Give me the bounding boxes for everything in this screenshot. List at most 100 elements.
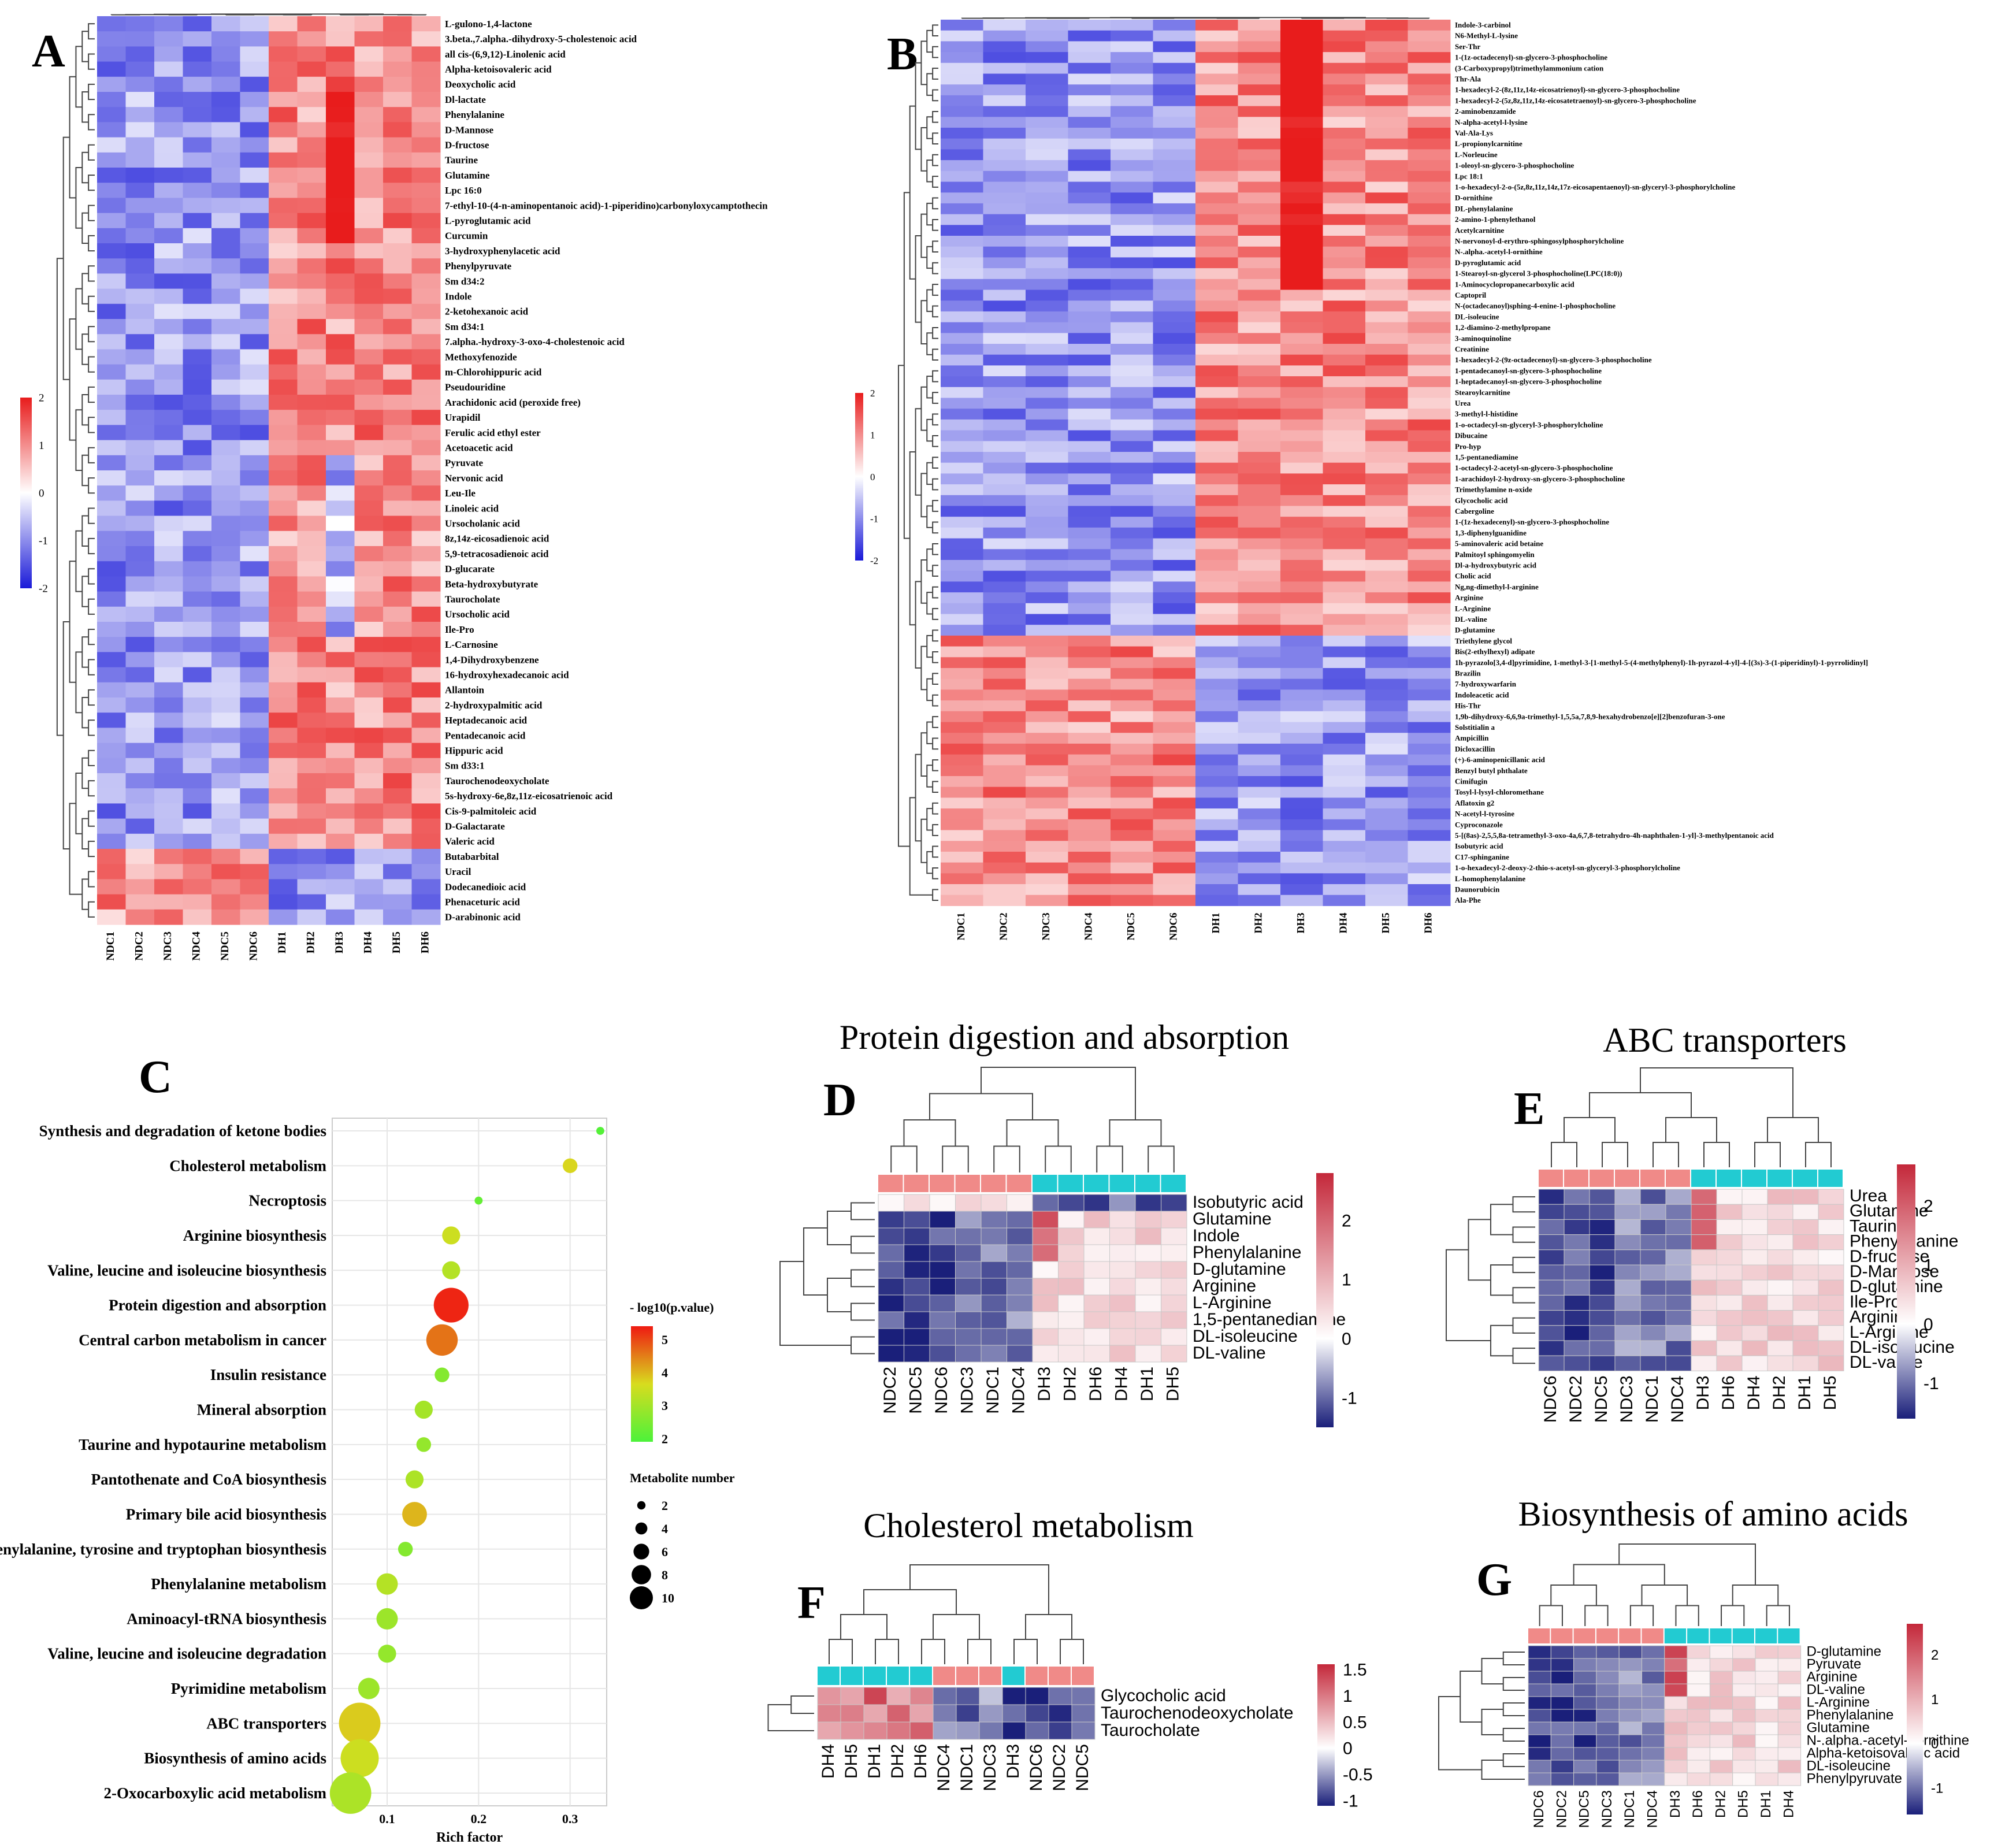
heatmap-cell <box>1111 733 1153 744</box>
column-label: NDC1 <box>1643 1375 1662 1423</box>
heatmap-cell <box>1048 1721 1072 1740</box>
heatmap-cell <box>1280 722 1323 733</box>
column-label: DH3 <box>1295 912 1306 933</box>
heatmap-cell <box>983 300 1026 312</box>
heatmap-cell <box>240 243 269 259</box>
heatmap-cell <box>1111 84 1153 96</box>
heatmap-cell <box>1032 1244 1059 1262</box>
column-label: NDC6 <box>1027 1744 1046 1791</box>
heatmap-cell <box>183 76 212 92</box>
heatmap-cell <box>1640 1219 1666 1235</box>
heatmap-cell <box>1238 603 1281 614</box>
heatmap-cell <box>1408 430 1451 441</box>
heatmap-cell <box>1068 700 1111 712</box>
heatmap-cell <box>154 591 183 607</box>
heatmap-cell <box>411 288 441 305</box>
heatmap-cell <box>354 788 384 804</box>
heatmap-cell <box>1032 1278 1059 1296</box>
heatmap-cell <box>1408 149 1451 161</box>
heatmap-cell <box>183 500 212 517</box>
column-label: DH1 <box>1210 912 1221 933</box>
heatmap-cell <box>840 1721 864 1740</box>
title-panel-e: ABC transporters <box>1603 1021 1847 1059</box>
heatmap-cell <box>297 485 326 501</box>
heatmap-cell <box>1153 311 1196 323</box>
heatmap-cell <box>1280 635 1323 647</box>
heatmap-cell <box>1732 1658 1756 1672</box>
heatmap-cell <box>383 622 412 637</box>
heatmap-cell <box>297 258 326 274</box>
row-dendrogram-branch <box>88 295 95 312</box>
heatmap-cell <box>1408 830 1451 841</box>
heatmap-cell <box>97 379 126 395</box>
row-label: N-acetyl-l-tyrosine <box>1455 810 1514 818</box>
heatmap-cell <box>1792 1249 1819 1266</box>
heatmap-cell <box>1153 225 1196 236</box>
heatmap-cell <box>1111 473 1153 485</box>
heatmap-cell <box>97 500 126 517</box>
heatmap-cell <box>1767 1264 1793 1281</box>
heatmap-cell <box>326 213 355 229</box>
heatmap-cell <box>983 170 1026 182</box>
heatmap-cell <box>1238 73 1281 85</box>
heatmap-cell <box>941 376 983 388</box>
heatmap-cell <box>240 561 269 577</box>
row-label: 5-aminovaleric acid betaine <box>1455 539 1543 548</box>
row-dendrogram-branch <box>920 732 927 777</box>
row-label: Arginine <box>1455 593 1483 602</box>
heatmap-cell <box>1408 841 1451 852</box>
heatmap-cell <box>154 228 183 244</box>
row-label: Phenylalanine <box>1807 1708 1894 1723</box>
row-dendrogram-branch <box>932 586 938 599</box>
heatmap-cell <box>1068 20 1111 31</box>
heatmap-cell <box>125 576 155 592</box>
row-dendrogram-branch <box>1438 1696 1482 1771</box>
heatmap-cell <box>383 606 412 622</box>
heatmap-cell <box>211 667 240 683</box>
heatmap-cell <box>1408 441 1451 452</box>
column-dendrogram-branch <box>890 1145 918 1172</box>
heatmap-cell <box>1238 344 1281 355</box>
heatmap-cell <box>97 879 126 895</box>
heatmap-cell <box>886 1687 911 1705</box>
heatmap-cell <box>1195 635 1238 647</box>
heatmap-cell <box>1058 1194 1085 1212</box>
heatmap-cell <box>1365 895 1408 906</box>
heatmap-cell <box>97 803 126 819</box>
row-label: 2-aminobenzamide <box>1455 107 1516 116</box>
column-dendrogram-branch <box>1629 1605 1654 1626</box>
heatmap-cell <box>1741 1249 1768 1266</box>
heatmap-cell <box>878 1244 904 1262</box>
heatmap-cell <box>125 61 155 77</box>
heatmap-cell <box>1068 409 1111 420</box>
heatmap-cell <box>1365 743 1408 755</box>
column-label: DH4 <box>362 932 374 954</box>
heatmap-cell <box>1280 743 1323 755</box>
size-legend-dot <box>635 1522 648 1535</box>
heatmap-cell <box>1665 1279 1692 1296</box>
heatmap-cell <box>97 258 126 274</box>
heatmap-cell <box>1195 819 1238 830</box>
heatmap-cell <box>1767 1234 1793 1250</box>
heatmap-cell <box>1589 1310 1616 1326</box>
heatmap-cell <box>240 576 269 592</box>
heatmap-cell <box>211 500 240 517</box>
heatmap-cell <box>1026 560 1068 572</box>
group-annotation <box>1084 1175 1109 1192</box>
heatmap-cell <box>1640 1249 1666 1266</box>
heatmap-cell <box>981 1294 1007 1312</box>
heatmap-cell <box>1573 1683 1597 1697</box>
heatmap-cell <box>1068 214 1111 225</box>
heatmap-cell <box>1111 409 1153 420</box>
heatmap-cell <box>411 576 441 592</box>
heatmap-cell <box>1068 203 1111 215</box>
pathway-label: Pantothenate and CoA biosynthesis <box>91 1471 326 1488</box>
heatmap-cell <box>1323 344 1366 355</box>
row-label: D-glutamine <box>1807 1644 1881 1660</box>
heatmap-cell <box>1280 311 1323 323</box>
heatmap-cell <box>941 743 983 755</box>
heatmap-cell <box>383 61 412 77</box>
row-dendrogram-branch <box>1512 1196 1535 1213</box>
heatmap-cell <box>1408 452 1451 463</box>
heatmap-cell <box>1564 1219 1590 1235</box>
